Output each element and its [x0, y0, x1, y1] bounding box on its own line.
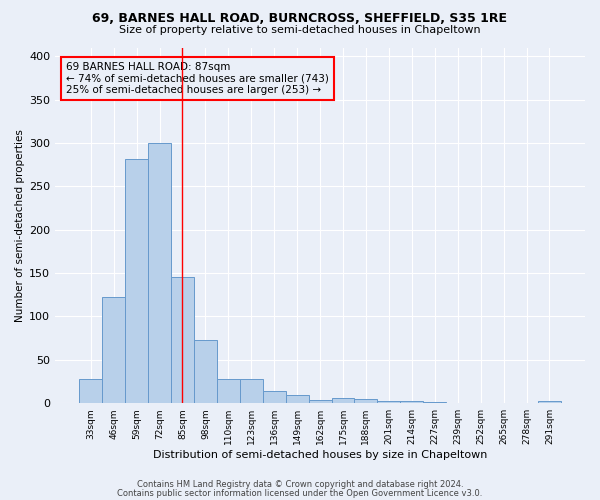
- Bar: [286, 394, 308, 403]
- Bar: [355, 399, 377, 403]
- Y-axis label: Number of semi-detached properties: Number of semi-detached properties: [15, 129, 25, 322]
- Bar: [308, 400, 332, 403]
- Bar: [102, 298, 125, 403]
- Bar: [538, 402, 561, 403]
- Bar: [400, 400, 423, 403]
- Text: Contains public sector information licensed under the Open Government Licence v3: Contains public sector information licen…: [118, 488, 482, 498]
- Bar: [240, 379, 263, 403]
- Text: Size of property relative to semi-detached houses in Chapeltown: Size of property relative to semi-detach…: [119, 25, 481, 35]
- Text: 69, BARNES HALL ROAD, BURNCROSS, SHEFFIELD, S35 1RE: 69, BARNES HALL ROAD, BURNCROSS, SHEFFIE…: [92, 12, 508, 26]
- Bar: [79, 379, 102, 403]
- Bar: [171, 278, 194, 403]
- Bar: [217, 379, 240, 403]
- Bar: [423, 402, 446, 403]
- Bar: [263, 391, 286, 403]
- Text: 69 BARNES HALL ROAD: 87sqm
← 74% of semi-detached houses are smaller (743)
25% o: 69 BARNES HALL ROAD: 87sqm ← 74% of semi…: [66, 62, 329, 95]
- Bar: [148, 143, 171, 403]
- X-axis label: Distribution of semi-detached houses by size in Chapeltown: Distribution of semi-detached houses by …: [153, 450, 487, 460]
- Bar: [377, 400, 400, 403]
- Text: Contains HM Land Registry data © Crown copyright and database right 2024.: Contains HM Land Registry data © Crown c…: [137, 480, 463, 489]
- Bar: [125, 158, 148, 403]
- Bar: [332, 398, 355, 403]
- Bar: [194, 340, 217, 403]
